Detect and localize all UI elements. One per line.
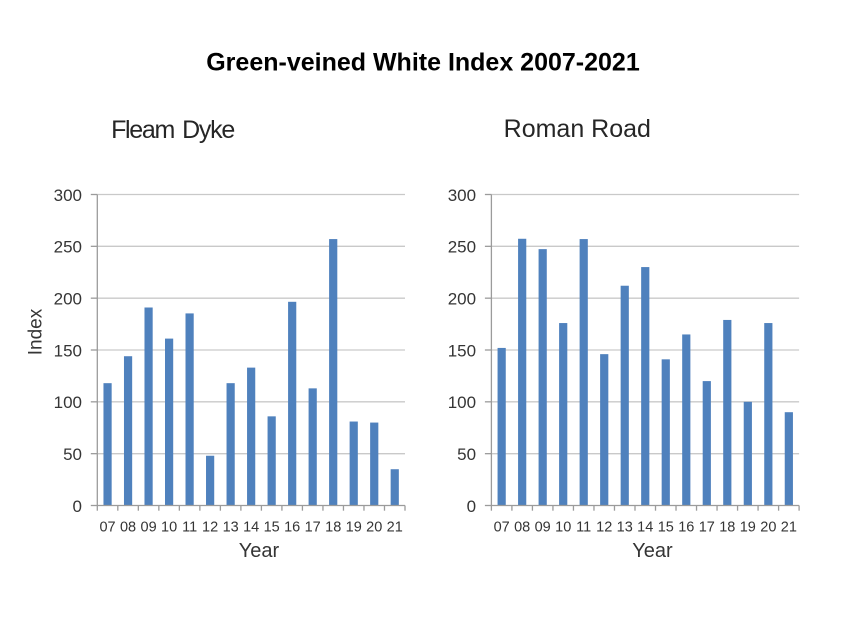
- svg-text:10: 10: [161, 520, 177, 536]
- svg-text:16: 16: [678, 520, 694, 536]
- svg-text:11: 11: [576, 520, 591, 536]
- svg-text:19: 19: [740, 520, 756, 536]
- svg-text:13: 13: [617, 520, 633, 536]
- svg-text:14: 14: [637, 520, 653, 536]
- svg-text:09: 09: [141, 520, 157, 536]
- svg-text:100: 100: [54, 393, 82, 412]
- svg-text:300: 300: [448, 186, 476, 205]
- svg-text:12: 12: [202, 520, 218, 536]
- svg-text:250: 250: [448, 238, 476, 257]
- svg-text:100: 100: [448, 393, 476, 412]
- svg-text:16: 16: [284, 520, 300, 536]
- svg-text:0: 0: [73, 497, 82, 516]
- svg-text:18: 18: [719, 520, 735, 536]
- svg-text:11: 11: [182, 520, 197, 536]
- svg-text:200: 200: [448, 289, 476, 308]
- svg-text:08: 08: [120, 520, 136, 536]
- svg-text:250: 250: [54, 238, 82, 257]
- svg-text:07: 07: [99, 520, 115, 536]
- svg-text:07: 07: [494, 520, 510, 536]
- svg-text:Green-veined White Index 2007-: Green-veined White Index 2007-2021: [206, 49, 640, 77]
- svg-text:15: 15: [658, 520, 674, 536]
- svg-text:19: 19: [346, 520, 362, 536]
- svg-text:200: 200: [54, 289, 82, 308]
- svg-text:20: 20: [760, 520, 776, 536]
- svg-text:12: 12: [596, 520, 612, 536]
- svg-text:Roman Road: Roman Road: [504, 115, 651, 143]
- svg-text:09: 09: [535, 520, 551, 536]
- svg-text:0: 0: [467, 497, 476, 516]
- svg-text:300: 300: [54, 186, 82, 205]
- svg-text:08: 08: [514, 520, 530, 536]
- svg-text:Index: Index: [26, 308, 47, 355]
- svg-text:18: 18: [325, 520, 341, 536]
- svg-text:15: 15: [264, 520, 280, 536]
- svg-text:21: 21: [387, 520, 403, 536]
- svg-text:150: 150: [448, 341, 476, 360]
- svg-text:21: 21: [781, 520, 797, 536]
- svg-text:13: 13: [223, 520, 239, 536]
- svg-text:150: 150: [54, 341, 82, 360]
- svg-text:20: 20: [366, 520, 382, 536]
- svg-text:17: 17: [699, 520, 715, 536]
- svg-text:Year: Year: [239, 540, 280, 562]
- svg-text:50: 50: [63, 445, 82, 464]
- svg-text:10: 10: [555, 520, 571, 536]
- svg-text:14: 14: [243, 520, 259, 536]
- svg-text:50: 50: [457, 445, 476, 464]
- svg-text:Fleam Dyke: Fleam Dyke: [111, 116, 234, 144]
- svg-text:Year: Year: [632, 540, 673, 562]
- svg-text:17: 17: [305, 520, 321, 536]
